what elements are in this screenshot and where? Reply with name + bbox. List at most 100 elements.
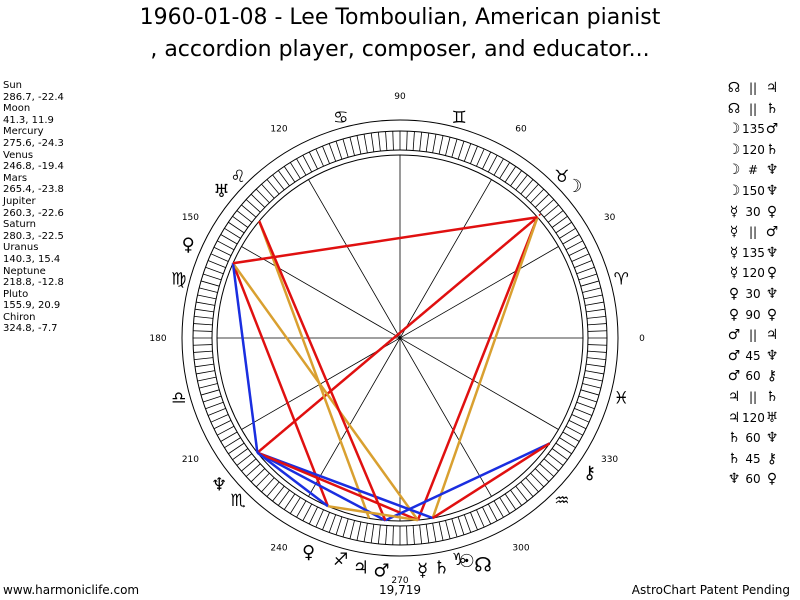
degree-tick bbox=[487, 155, 498, 173]
degree-tick bbox=[547, 453, 564, 466]
degree-tick bbox=[335, 141, 343, 160]
aspect-row: ☽ # ♆ bbox=[726, 160, 800, 181]
degree-tick bbox=[210, 253, 229, 262]
aspect-planet-a: ♄ bbox=[727, 450, 741, 467]
planet-glyph-saturn-icon: ♄ bbox=[433, 557, 449, 578]
aspect-row: ☿ || ♂ bbox=[726, 222, 800, 243]
degree-tick bbox=[205, 401, 224, 410]
planet-coords-neptune: 218.8, -12.8 bbox=[3, 277, 64, 289]
degree-tick bbox=[302, 503, 313, 521]
degree-tick bbox=[203, 395, 222, 403]
aspect-planet-b: ♆ bbox=[765, 347, 779, 364]
aspect-line bbox=[384, 442, 551, 522]
degree-tick bbox=[194, 357, 214, 361]
degree-tick bbox=[193, 330, 213, 332]
aspect-planet-b: ♀ bbox=[766, 265, 778, 282]
degree-tick bbox=[255, 472, 270, 488]
planet-glyph-uranus-icon: ♅ bbox=[213, 181, 229, 202]
aspect-row: ☽ 135♂ bbox=[726, 119, 800, 140]
degree-tick bbox=[499, 497, 511, 514]
degree-tick bbox=[476, 509, 485, 528]
degree-label: 210 bbox=[182, 455, 199, 465]
degree-tick bbox=[585, 370, 604, 375]
degree-tick bbox=[342, 138, 349, 158]
degree-tick bbox=[510, 170, 522, 187]
aspect-planet-a: ☊ bbox=[727, 80, 741, 96]
aspect-planet-a: ☽ bbox=[727, 121, 741, 138]
planet-coords-mars: 265.4, -23.8 bbox=[3, 184, 64, 196]
degree-tick bbox=[583, 376, 603, 382]
degree-tick bbox=[356, 521, 362, 541]
degree-tick bbox=[438, 135, 444, 155]
degree-tick bbox=[463, 514, 472, 533]
aspect-type: 135 bbox=[742, 122, 765, 137]
degree-tick bbox=[392, 525, 394, 545]
aspect-type: 150 bbox=[742, 183, 765, 198]
planet-glyph-jupiter-icon: ♃ bbox=[353, 558, 369, 579]
degree-tick bbox=[245, 463, 261, 477]
degree-tick bbox=[582, 383, 601, 389]
degree-tick bbox=[207, 408, 226, 416]
degree-tick bbox=[530, 188, 545, 204]
aspect-planet-b: ♄ bbox=[765, 100, 779, 117]
degree-tick bbox=[210, 414, 229, 423]
zodiac-sign-icon: ♎ bbox=[171, 388, 186, 408]
planet-name-moon: Moon bbox=[3, 103, 31, 115]
website-link[interactable]: www.harmoniclife.com bbox=[3, 583, 140, 597]
planet-name-neptune: Neptune bbox=[3, 265, 46, 277]
degree-tick bbox=[199, 287, 218, 293]
aspect-planet-a: ♀ bbox=[728, 306, 740, 323]
degree-tick bbox=[412, 525, 415, 545]
degree-tick bbox=[335, 516, 343, 535]
planet-glyph-mars-icon: ♂ bbox=[373, 560, 389, 581]
planet-coords-sun: 286.7, -22.4 bbox=[3, 91, 64, 103]
aspect-line bbox=[232, 215, 538, 265]
title-line-2: , accordion player, composer, and educat… bbox=[150, 37, 650, 62]
degree-tick bbox=[445, 520, 451, 539]
planet-name-jupiter: Jupiter bbox=[3, 195, 36, 207]
aspect-planet-b: ♄ bbox=[765, 141, 779, 158]
degree-tick bbox=[363, 134, 368, 153]
degree-tick bbox=[457, 141, 465, 160]
degree-tick bbox=[356, 135, 362, 155]
aspect-planet-b: ♂ bbox=[765, 121, 779, 138]
planet-name-uranus: Uranus bbox=[3, 242, 39, 254]
degree-tick bbox=[236, 453, 253, 466]
degree-tick bbox=[586, 357, 606, 361]
degree-tick bbox=[245, 199, 261, 213]
degree-tick bbox=[493, 158, 504, 176]
degree-tick bbox=[457, 516, 465, 535]
degree-label: 240 bbox=[270, 544, 287, 554]
degree-tick bbox=[266, 179, 280, 195]
degree-tick bbox=[562, 234, 580, 245]
title-line-1: 1960-01-08 - Lee Tomboulian, American pi… bbox=[139, 5, 661, 30]
degree-tick bbox=[194, 315, 214, 319]
degree-tick bbox=[499, 162, 511, 179]
degree-tick bbox=[551, 216, 568, 228]
aspect-line bbox=[258, 220, 371, 519]
degree-tick bbox=[315, 148, 324, 167]
degree-tick bbox=[586, 363, 606, 368]
aspect-row: ♀ 30 ♆ bbox=[726, 284, 800, 305]
aspect-type: || bbox=[748, 225, 758, 240]
degree-tick bbox=[587, 350, 607, 353]
degree-tick bbox=[217, 240, 235, 251]
degree-tick bbox=[278, 170, 290, 187]
degree-tick bbox=[296, 158, 307, 176]
degree-tick bbox=[349, 137, 355, 156]
aspect-line bbox=[327, 504, 419, 522]
planet-coords-mercury: 275.6, -24.3 bbox=[3, 137, 64, 149]
degree-tick bbox=[328, 514, 337, 533]
zodiac-sign-icon: ♍ bbox=[171, 270, 186, 290]
degree-tick bbox=[228, 221, 245, 234]
degree-tick bbox=[200, 280, 220, 287]
degree-tick bbox=[568, 246, 587, 256]
degree-tick bbox=[193, 344, 213, 346]
planet-coords-pluto: 155.9, 20.9 bbox=[3, 300, 61, 312]
aspect-type: 60 bbox=[745, 369, 761, 384]
degree-tick bbox=[587, 330, 607, 332]
degree-tick bbox=[476, 148, 485, 167]
degree-tick bbox=[266, 481, 280, 497]
degree-tick bbox=[406, 131, 408, 151]
aspect-line bbox=[231, 263, 259, 453]
